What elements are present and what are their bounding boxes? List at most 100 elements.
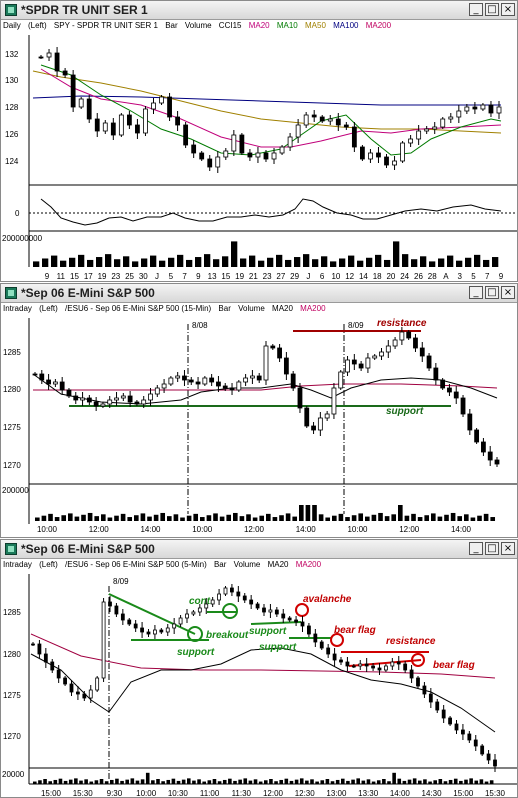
time-tick: 14:00: [140, 525, 161, 534]
volume-bar: [289, 780, 294, 784]
volume-bar: [151, 780, 155, 784]
candle-body: [335, 118, 341, 126]
candle-body: [88, 689, 93, 699]
volume-bar: [259, 515, 265, 521]
daily-chart-window[interactable]: *SPDR TR UNIT SER 1 _ □ × Daily (Left) S…: [0, 0, 518, 282]
volume-bar: [233, 780, 237, 784]
time-tick: 19: [98, 272, 107, 281]
maximize-button[interactable]: □: [485, 542, 499, 555]
candle-body: [191, 611, 196, 615]
time-tick: 15:00: [453, 789, 474, 798]
time-tick: 12:00: [244, 525, 265, 534]
volume-bar: [285, 513, 291, 521]
candle-body: [93, 401, 99, 407]
ma200-line: [30, 633, 496, 679]
volume-bar: [200, 517, 205, 521]
daily-candles: [38, 47, 502, 173]
volume-bar: [448, 779, 453, 784]
volume-bar: [253, 779, 258, 784]
price-tick: 132: [5, 50, 19, 59]
candle-body: [82, 693, 87, 699]
legend-ma20: MA20: [272, 304, 293, 313]
volume-bar: [330, 781, 335, 784]
daily-window-titlebar[interactable]: *SPDR TR UNIT SER 1 _ □ ×: [1, 1, 517, 20]
volume-bar: [321, 256, 328, 267]
volume-tick: 20000: [2, 770, 25, 779]
trendline-green: [108, 593, 196, 635]
volume-bar: [345, 517, 350, 521]
window-title: *SPDR TR UNIT SER 1: [21, 3, 148, 17]
volume-bar: [384, 516, 390, 521]
candle-body: [488, 104, 494, 114]
legend-ma50: MA50: [305, 21, 326, 30]
maximize-button[interactable]: □: [485, 3, 499, 16]
info-axis: (Left): [39, 304, 58, 313]
volume-bar: [433, 780, 437, 784]
volume-bar: [238, 779, 242, 784]
minimize-button[interactable]: _: [469, 542, 483, 555]
volume-bar: [404, 515, 410, 521]
candle-body: [403, 663, 408, 671]
volume-bar: [402, 780, 407, 784]
candle-body: [377, 667, 382, 671]
volume-bar: [348, 255, 355, 267]
candle-body: [31, 643, 35, 646]
session-date-label: 8/08: [192, 321, 208, 330]
close-button[interactable]: ×: [501, 3, 515, 16]
candle-body: [467, 733, 472, 741]
candle-body: [153, 629, 157, 635]
candle-body: [154, 387, 160, 395]
intraday-15-plot[interactable]: 1285 1280 1275 1270 8/08 8/09 resistance…: [1, 318, 517, 538]
close-button[interactable]: ×: [501, 542, 515, 555]
maximize-button[interactable]: □: [485, 286, 499, 299]
intraday-15-volume-bars: [35, 505, 496, 521]
volume-bar: [160, 512, 166, 521]
volume-bar: [114, 515, 119, 521]
volume-bar: [402, 254, 409, 267]
intraday-5-plot[interactable]: 1285 1280 1275 1270 8/09 cont. breakout …: [1, 574, 517, 798]
volume-bar: [105, 254, 112, 267]
chart-info-bar: Intraday (Left) /ESU6 - Sep 06 E-Mini S&…: [3, 304, 515, 318]
minimize-button[interactable]: _: [469, 3, 483, 16]
volume-bar: [351, 779, 355, 784]
volume-bar: [195, 257, 202, 267]
minimize-button[interactable]: _: [469, 286, 483, 299]
volume-bar: [424, 515, 430, 521]
intraday-5-titlebar[interactable]: *Sep 06 E-Mini S&P 500 _ □ ×: [1, 540, 517, 559]
candle-body: [392, 339, 398, 347]
daily-price-plot[interactable]: 132 130 128 126 124 0 200000000 9 11 15 17 1…: [1, 35, 517, 281]
candle-body: [197, 607, 202, 613]
candle-body: [263, 345, 269, 381]
candle-body: [108, 601, 112, 607]
candle-body: [239, 134, 245, 154]
volume-bar: [366, 779, 371, 784]
volume-bar: [397, 778, 402, 784]
candle-body: [406, 331, 412, 339]
volume-bar: [412, 778, 417, 784]
candle-body: [101, 601, 106, 679]
candle-body: [365, 357, 371, 369]
info-symbol: /ESU6 - Sep 06 E-Mini S&P 500 (15-Min): [65, 304, 212, 313]
chart-window-icon: [5, 543, 17, 555]
volume-bar: [315, 781, 319, 784]
cci-line: [40, 198, 502, 226]
volume-bar: [269, 779, 273, 784]
time-tick: 15:30: [73, 789, 94, 798]
volume-bar: [398, 505, 403, 521]
time-tick: 19: [235, 272, 244, 281]
info-type: Bar: [213, 560, 227, 569]
volume-bar: [330, 261, 337, 267]
time-tick: 13: [208, 272, 217, 281]
price-tick: 1285: [3, 608, 21, 617]
candle-body: [143, 108, 148, 134]
volume-tick: 200000: [2, 486, 29, 495]
candle-body: [319, 641, 324, 649]
bear-flag-annotation: bear flag: [433, 660, 475, 671]
close-button[interactable]: ×: [501, 286, 515, 299]
price-tick: 126: [5, 130, 19, 139]
intraday-15-titlebar[interactable]: *Sep 06 E-Mini S&P 500 _ □ ×: [1, 284, 517, 303]
volume-bar: [292, 516, 298, 521]
intraday-5min-window[interactable]: *Sep 06 E-Mini S&P 500 _ □ × Intraday (L…: [0, 539, 518, 798]
intraday-15min-window[interactable]: *Sep 06 E-Mini S&P 500 _ □ × Intraday (L…: [0, 283, 518, 538]
volume-bar: [166, 779, 171, 784]
